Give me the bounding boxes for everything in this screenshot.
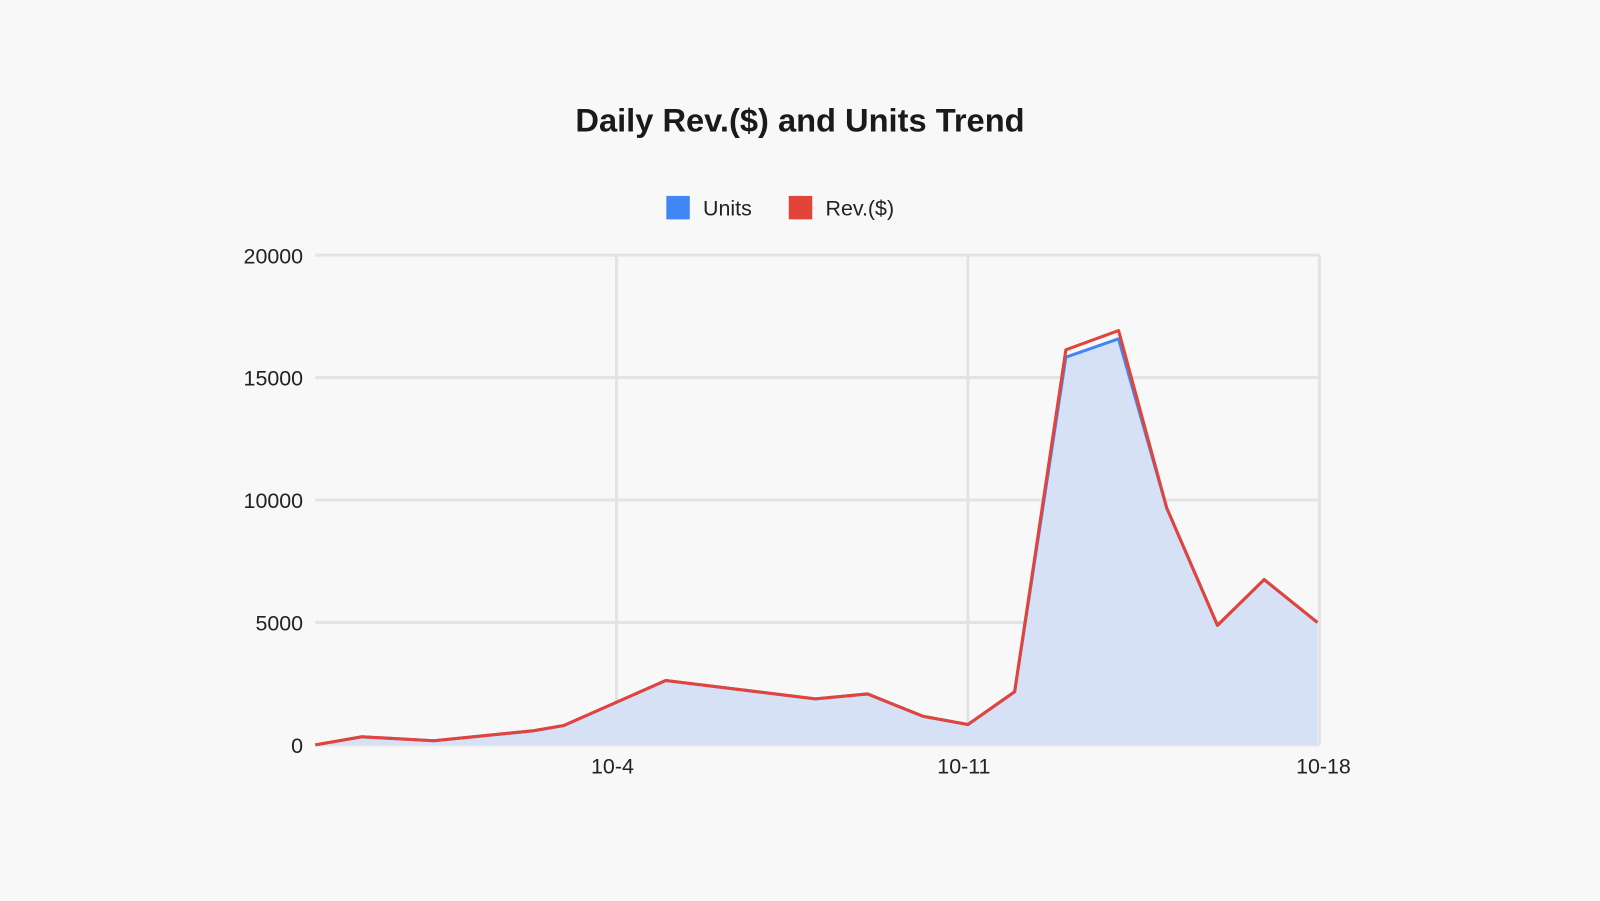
units-area bbox=[315, 338, 1318, 745]
y-tick-label: 0 bbox=[291, 734, 303, 758]
y-tick-label: 15000 bbox=[244, 367, 304, 391]
plot-area bbox=[315, 328, 1319, 747]
chart-title: Daily Rev.($) and Units Trend bbox=[575, 102, 1024, 139]
legend-swatch-units bbox=[666, 195, 690, 220]
legend-label-rev: Rev.($) bbox=[826, 196, 895, 220]
y-tick-label: 5000 bbox=[255, 612, 303, 636]
x-tick-label: 10-4 bbox=[591, 754, 634, 778]
axes: 0 5000 10000 15000 20000 10-4 10-11 10-18 bbox=[244, 244, 1351, 778]
y-tick-label: 20000 bbox=[244, 244, 304, 268]
legend: Units Rev.($) bbox=[666, 195, 895, 220]
x-tick-label: 10-18 bbox=[1296, 754, 1351, 778]
x-tick-label: 10-11 bbox=[937, 754, 990, 778]
legend-swatch-rev bbox=[788, 195, 813, 220]
y-tick-label: 10000 bbox=[244, 489, 304, 513]
legend-label-units: Units bbox=[703, 196, 752, 220]
